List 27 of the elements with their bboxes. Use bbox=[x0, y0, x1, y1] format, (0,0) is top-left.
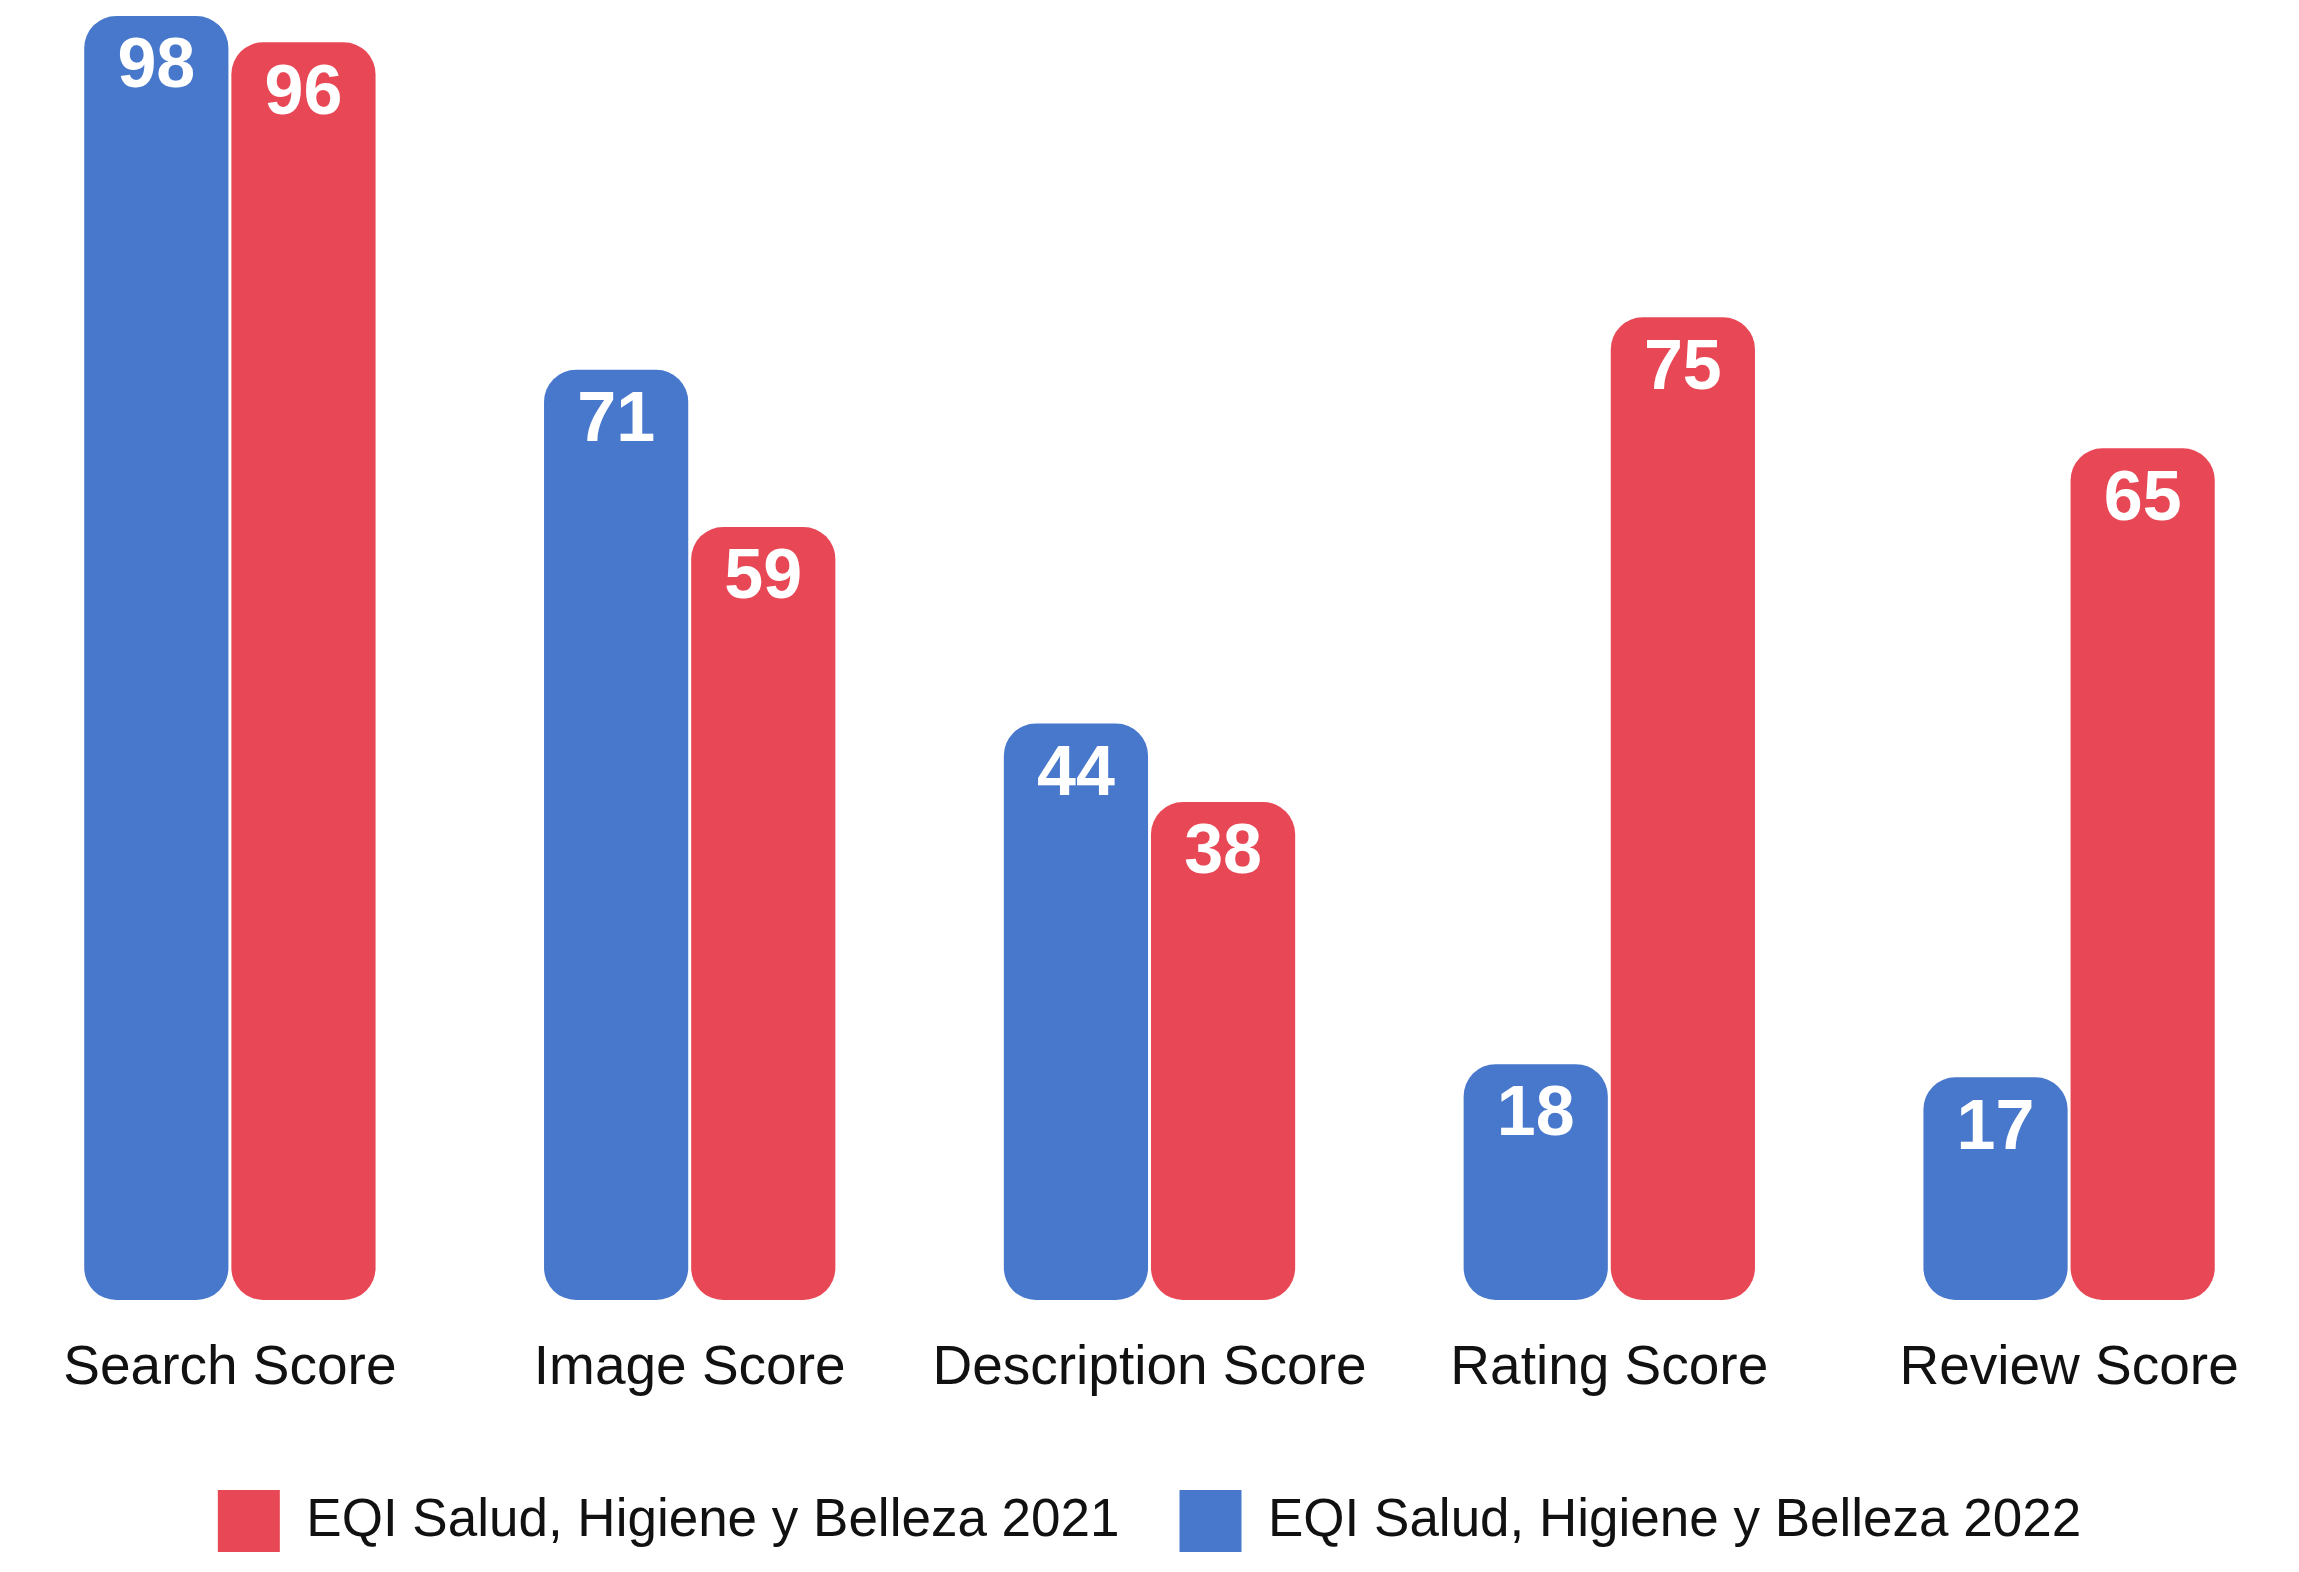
data-label: 98 bbox=[117, 24, 196, 103]
legend-label: EQI Salud, Higiene y Belleza 2022 bbox=[1268, 1487, 2082, 1547]
data-label: 38 bbox=[1184, 810, 1263, 889]
bar bbox=[1610, 317, 1755, 1300]
x-tick-label: Rating Score bbox=[1450, 1334, 1769, 1397]
bar bbox=[1923, 1077, 2068, 1300]
bar bbox=[544, 369, 689, 1300]
x-tick-label: Review Score bbox=[1899, 1334, 2239, 1397]
bar bbox=[231, 42, 376, 1300]
legend-label: EQI Salud, Higiene y Belleza 2021 bbox=[306, 1487, 1120, 1547]
data-label: 65 bbox=[2103, 456, 2182, 535]
data-label: 18 bbox=[1496, 1072, 1575, 1151]
data-label: 59 bbox=[724, 535, 803, 614]
data-label: 71 bbox=[577, 378, 656, 457]
x-tick-label: Search Score bbox=[63, 1334, 397, 1397]
bar bbox=[691, 526, 836, 1300]
data-label: 17 bbox=[1956, 1085, 2035, 1164]
bar bbox=[1150, 802, 1296, 1300]
data-label: 44 bbox=[1036, 731, 1115, 810]
data-label: 96 bbox=[264, 50, 343, 129]
bar bbox=[1003, 723, 1149, 1300]
x-tick-label: Description Score bbox=[932, 1334, 1367, 1397]
bar bbox=[84, 16, 229, 1300]
bar bbox=[2070, 448, 2215, 1300]
data-label: 75 bbox=[1643, 325, 1722, 404]
bar bbox=[1463, 1064, 1608, 1300]
x-tick-label: Image Score bbox=[533, 1334, 846, 1397]
